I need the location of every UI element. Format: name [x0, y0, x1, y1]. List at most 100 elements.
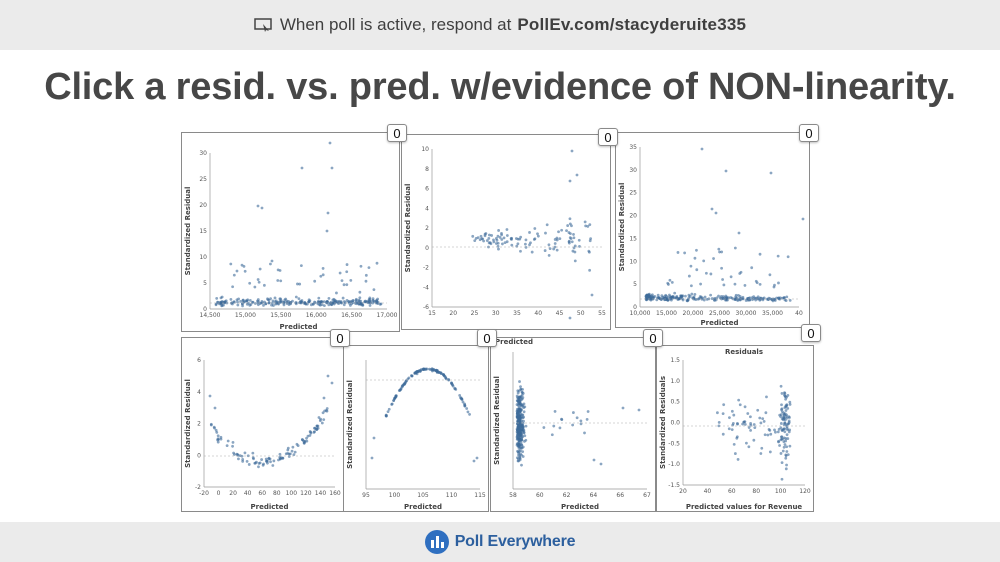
data-point — [368, 304, 372, 307]
data-point — [764, 411, 768, 415]
residual-points — [515, 380, 641, 467]
data-point — [400, 385, 404, 389]
data-point — [710, 207, 714, 211]
x-tick-label: 35,000 — [762, 310, 783, 317]
screen-cursor-icon — [254, 18, 272, 32]
data-point — [522, 431, 526, 434]
plot-option-6[interactable]: 58 60 62 64 66 67 Standardized Residual Predict… — [490, 337, 656, 512]
data-point — [700, 147, 704, 151]
vote-count-badge-5[interactable]: 0 — [477, 329, 497, 347]
header-prefix: When poll is active, respond at — [279, 15, 512, 34]
x-tick-label: 10,000 — [630, 310, 651, 317]
data-point — [248, 303, 252, 307]
data-point — [536, 232, 539, 236]
data-point — [585, 417, 589, 421]
data-point — [572, 233, 575, 236]
data-point — [325, 229, 329, 233]
plot-option-2[interactable]: 15 20 25 30 35 40 45 50 55 10 8 6 4 2 0 -2 -4 -6 Standardi… — [401, 134, 611, 330]
data-point — [374, 301, 378, 305]
y-tick-label: 6 — [197, 357, 201, 364]
data-point — [520, 419, 524, 423]
data-point — [342, 303, 346, 307]
data-point — [788, 444, 792, 448]
data-point — [490, 234, 494, 237]
data-point — [754, 298, 758, 302]
y-tick-label: 8 — [425, 166, 429, 173]
data-point — [568, 222, 572, 226]
data-point — [518, 430, 522, 434]
data-point — [265, 459, 269, 463]
data-point — [568, 217, 572, 221]
data-point — [720, 266, 723, 270]
data-point — [785, 463, 788, 467]
plot-option-5[interactable]: 95 100 105 110 115 Standardized Residual Predi… — [343, 345, 489, 512]
data-point — [458, 393, 462, 397]
plot-option-4[interactable]: -20 0 20 40 60 80 100 120 140 160 6 4 2 0 -2 Standardiz… — [181, 337, 344, 512]
x-tick-label: 30 — [492, 310, 500, 317]
data-point — [663, 295, 667, 298]
data-point — [553, 245, 557, 249]
data-point — [241, 458, 245, 461]
data-point — [474, 237, 478, 240]
data-point — [759, 452, 763, 455]
x-tick-label: 60 — [258, 490, 266, 497]
data-point — [727, 296, 731, 300]
data-point — [782, 445, 786, 449]
data-point — [519, 449, 522, 452]
data-point — [777, 296, 781, 300]
data-point — [492, 238, 495, 242]
data-point — [447, 378, 451, 381]
data-point — [394, 394, 398, 398]
x-tick-label: 20 — [449, 310, 457, 317]
data-point — [756, 408, 760, 412]
data-point — [298, 282, 302, 286]
data-point — [270, 259, 274, 263]
x-tick-label: 16,000 — [306, 312, 327, 319]
data-point — [237, 297, 241, 301]
data-point — [487, 241, 491, 245]
plot-option-1[interactable]: 14,500 15,000 15,500 16,000 16,500 17,000 30 25… — [181, 132, 400, 332]
x-tick-label: 50 — [577, 310, 585, 317]
y-tick-label: 10 — [199, 254, 207, 261]
data-point — [783, 406, 787, 410]
data-point — [778, 444, 781, 447]
vote-count-badge-6[interactable]: 0 — [643, 329, 663, 347]
vote-count-badge-4[interactable]: 0 — [330, 329, 350, 347]
data-point — [766, 433, 770, 437]
vote-count-badge-3[interactable]: 0 — [799, 124, 819, 142]
data-point — [231, 285, 235, 289]
y-tick-label: 0 — [203, 306, 207, 313]
x-tick-label: 17,000 — [377, 312, 398, 319]
data-point — [517, 398, 521, 401]
x-axis-label: Predicted — [404, 503, 442, 511]
data-point — [371, 297, 375, 300]
data-point — [560, 228, 564, 232]
plot-option-7[interactable]: 20 40 60 80 100 120 1.5 1.0 0.5 0.0 -0.5 -1.0 -1.5 St… — [656, 345, 814, 512]
y-tick-label: 0 — [633, 304, 637, 311]
data-point — [720, 250, 724, 254]
data-point — [421, 367, 425, 371]
data-point — [763, 433, 767, 437]
data-point — [518, 421, 522, 425]
data-point — [451, 383, 454, 387]
data-point — [338, 271, 342, 275]
residual-points — [716, 384, 792, 481]
x-tick-label: 115 — [474, 492, 486, 499]
data-point — [784, 454, 788, 458]
data-point — [342, 283, 346, 287]
data-point — [216, 434, 220, 438]
data-point — [523, 242, 527, 246]
data-point — [732, 442, 736, 446]
x-tick-label: 80 — [273, 490, 281, 497]
vote-count-badge-2[interactable]: 0 — [598, 128, 618, 146]
y-tick-label: 10 — [629, 258, 637, 265]
data-point — [299, 264, 303, 268]
data-point — [364, 300, 367, 304]
plot-option-3[interactable]: 10,000 15,000 20,000 25,000 30,000 35,000 40 35… — [615, 132, 810, 328]
data-point — [743, 284, 747, 287]
data-point — [717, 420, 721, 424]
data-point — [577, 238, 581, 242]
vote-count-badge-1[interactable]: 0 — [387, 124, 407, 142]
vote-count-badge-7[interactable]: 0 — [801, 324, 821, 342]
header-url[interactable]: PollEv.com/stacyderuite335 — [517, 15, 747, 34]
